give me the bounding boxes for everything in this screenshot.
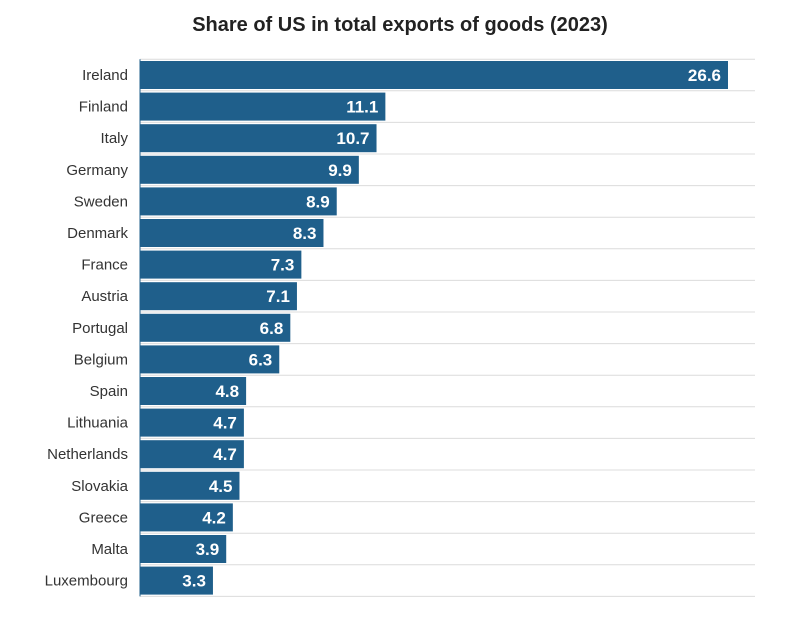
value-label: 8.3: [293, 224, 317, 243]
bar: [140, 535, 227, 563]
category-label: Italy: [100, 130, 128, 147]
category-label: Portugal: [72, 320, 128, 337]
value-label: 7.1: [266, 287, 290, 306]
bar: [140, 282, 297, 311]
category-label: Belgium: [74, 351, 128, 368]
category-label: Luxembourg: [45, 573, 128, 590]
value-label: 11.1: [346, 98, 378, 117]
bar: [140, 313, 291, 342]
category-label: Greece: [79, 509, 128, 526]
value-label: 4.7: [213, 445, 237, 464]
category-label: Sweden: [74, 193, 128, 210]
bar: [140, 61, 728, 89]
bar: [140, 92, 386, 121]
category-label: Spain: [90, 383, 128, 400]
bar: [140, 155, 359, 184]
value-label: 7.3: [271, 256, 295, 275]
category-label: Malta: [91, 541, 128, 558]
category-label: Netherlands: [47, 446, 128, 463]
category-label: Finland: [79, 99, 128, 116]
value-label: 4.8: [215, 382, 239, 401]
value-label: 3.3: [182, 572, 206, 591]
value-label: 4.2: [202, 508, 226, 527]
chart-title: Share of US in total exports of goods (2…: [192, 14, 608, 36]
value-label: 6.3: [249, 350, 273, 369]
bar: [140, 471, 240, 500]
bar: [140, 503, 233, 532]
category-label: Slovakia: [71, 478, 128, 495]
value-label: 9.9: [328, 161, 352, 180]
category-label: Denmark: [67, 225, 128, 242]
bar: [140, 566, 213, 595]
bar: [140, 345, 280, 374]
value-label: 26.6: [688, 66, 721, 85]
bar: [140, 377, 247, 405]
category-label: Ireland: [82, 67, 128, 84]
value-label: 4.7: [213, 414, 237, 433]
bar: [140, 250, 302, 279]
bar: [140, 124, 377, 153]
bar: [140, 219, 324, 247]
value-label: 6.8: [260, 319, 284, 338]
category-label: Austria: [81, 288, 128, 305]
category-label: Germany: [66, 162, 128, 179]
value-label: 10.7: [336, 129, 369, 148]
value-label: 4.5: [209, 477, 233, 496]
bar: [140, 187, 337, 216]
value-label: 8.9: [306, 192, 330, 211]
bar: [140, 440, 244, 469]
bar: [140, 408, 244, 437]
value-label: 3.9: [196, 540, 220, 559]
category-label: France: [81, 257, 128, 274]
category-label: Lithuania: [67, 415, 129, 432]
